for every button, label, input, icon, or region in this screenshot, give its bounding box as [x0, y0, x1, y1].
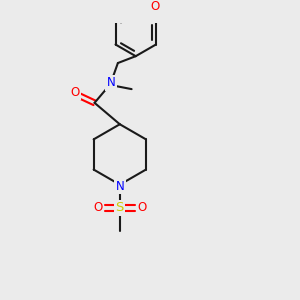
Text: O: O: [150, 0, 160, 13]
Text: N: N: [106, 76, 116, 89]
Text: O: O: [137, 202, 146, 214]
Text: N: N: [116, 179, 124, 193]
Text: O: O: [70, 86, 80, 99]
Text: S: S: [116, 202, 124, 214]
Text: O: O: [93, 202, 103, 214]
